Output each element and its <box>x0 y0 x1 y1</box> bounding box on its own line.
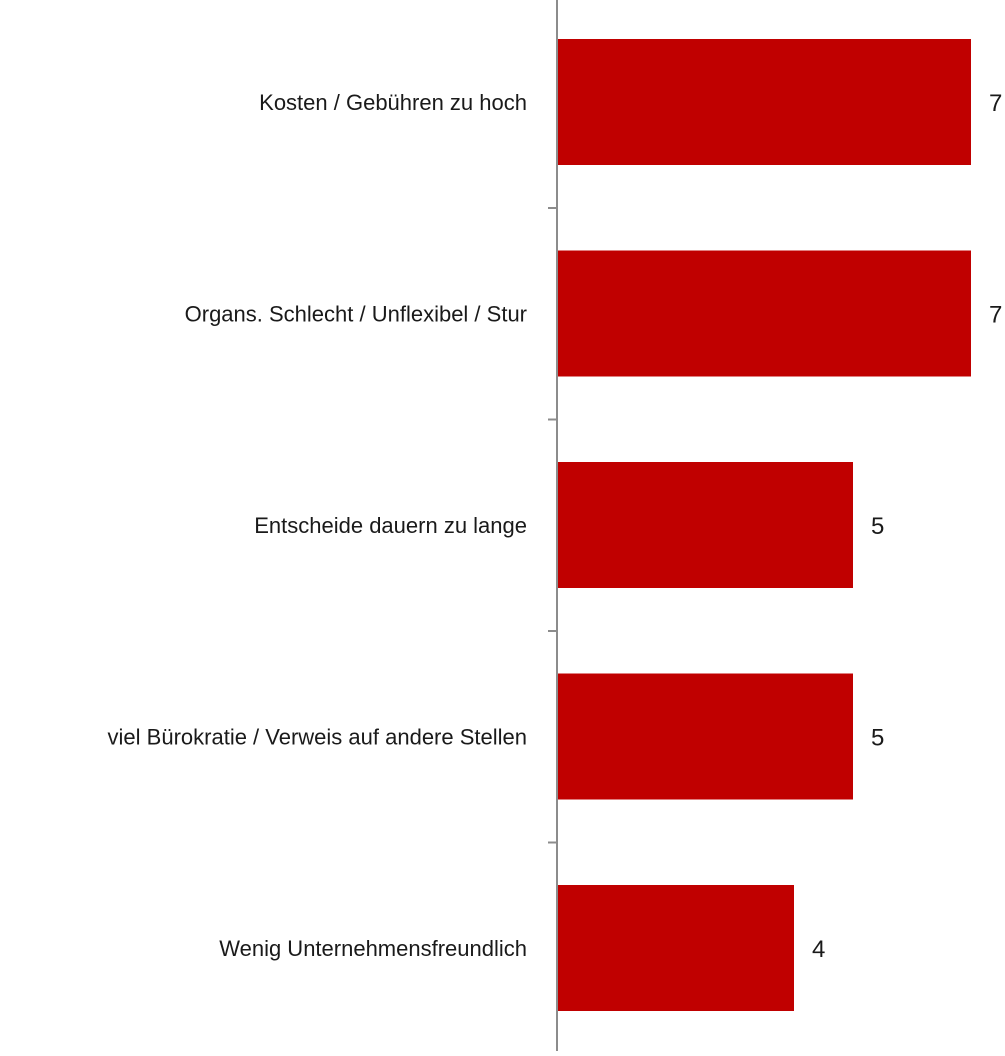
bar <box>558 39 971 165</box>
bars-layer <box>558 39 971 1011</box>
bar <box>558 673 853 800</box>
bar <box>558 462 853 588</box>
data-label: 5 <box>871 725 884 752</box>
data-labels: 7 7 5 5 4 <box>812 90 1002 963</box>
category-label: viel Bürokratie / Verweis auf andere Ste… <box>108 725 527 750</box>
category-labels: Kosten / Gebühren zu hoch Organs. Schlech… <box>108 90 527 961</box>
category-label: Organs. Schlecht / Unflexibel / Stur <box>185 302 527 327</box>
category-label: Wenig Unternehmensfreundlich <box>219 936 527 961</box>
category-axis <box>548 0 558 1051</box>
data-label: 5 <box>871 513 884 540</box>
data-label: 7 <box>989 90 1002 117</box>
data-label: 4 <box>812 936 825 963</box>
bar <box>558 250 971 377</box>
bar <box>558 885 794 1011</box>
category-label: Entscheide dauern zu lange <box>254 513 527 538</box>
data-label: 7 <box>989 302 1002 329</box>
category-label: Kosten / Gebühren zu hoch <box>259 90 527 115</box>
